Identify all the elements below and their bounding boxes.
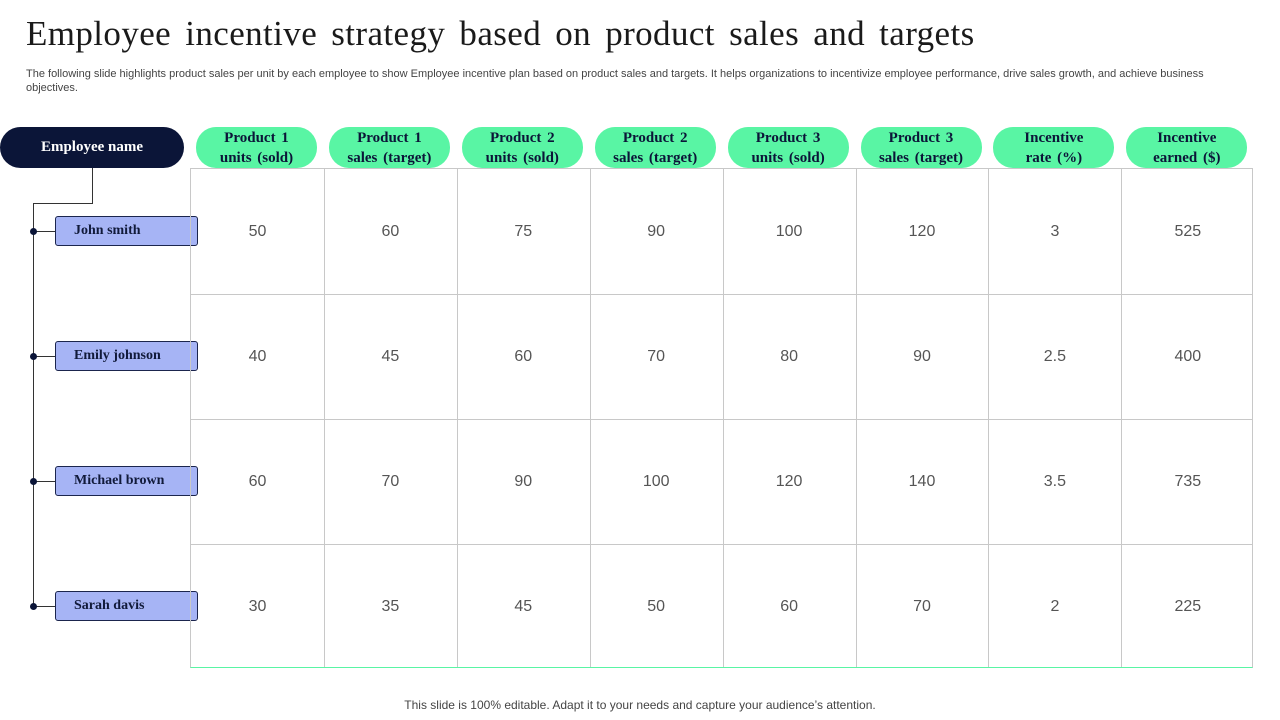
grid-column-divider xyxy=(589,169,591,667)
table-cell: 40 xyxy=(248,347,267,365)
grid-row-divider xyxy=(191,294,1252,295)
column-header-8: Incentive earned ($) xyxy=(1126,127,1248,168)
tree-connector-drop xyxy=(92,168,93,203)
tree-connector-spine xyxy=(33,203,34,606)
column-header-5: Product 3 units (sold) xyxy=(727,127,849,168)
grid-column-divider xyxy=(722,169,724,667)
employee-name-box: John smith xyxy=(55,216,198,246)
table-cell: 525 xyxy=(1174,222,1202,240)
tree-node-dot xyxy=(30,478,37,485)
employee-name-box: Sarah davis xyxy=(55,591,198,621)
table-cell: 2.5 xyxy=(1043,347,1067,365)
tree-branch xyxy=(33,231,55,232)
table-cell: 140 xyxy=(908,472,936,490)
table-cell: 80 xyxy=(780,347,798,365)
incentive-table-grid: 50 60 75 90 100 120 3 525 40 45 60 70 80 90 2.5 400 60 70… xyxy=(190,168,1253,668)
tree-node-dot xyxy=(30,603,37,610)
table-cell: 120 xyxy=(908,222,936,240)
grid-column-divider xyxy=(323,169,325,667)
tree-branch xyxy=(33,481,55,482)
employee-name-box: Michael brown xyxy=(55,466,198,496)
column-header-4: Product 2 sales (target) xyxy=(594,127,716,168)
slide-subtitle: The following slide highlights product s… xyxy=(26,68,1204,94)
column-header-3: Product 2 units (sold) xyxy=(461,127,583,168)
grid-row-divider xyxy=(191,419,1252,420)
table-cell: 3 xyxy=(1050,222,1060,240)
table-cell: 60 xyxy=(780,597,798,615)
table-cell: 735 xyxy=(1174,472,1202,490)
table-cell: 50 xyxy=(647,597,666,615)
grid-row-divider xyxy=(191,544,1252,545)
table-cell: 60 xyxy=(248,472,267,490)
table-cell: 30 xyxy=(248,597,267,615)
tree-branch xyxy=(33,606,55,607)
table-cell: 70 xyxy=(647,347,666,365)
table-cell: 400 xyxy=(1174,347,1202,365)
table-cell: 70 xyxy=(381,472,400,490)
grid-column-divider xyxy=(456,169,458,667)
table-cell: 3.5 xyxy=(1043,472,1067,490)
table-cell: 100 xyxy=(775,222,803,240)
table-cell: 70 xyxy=(913,597,931,615)
tree-node-dot xyxy=(30,228,37,235)
tree-connector-elbow xyxy=(33,203,93,204)
slide-title: Employee incentive strategy based on pro… xyxy=(26,14,975,53)
grid-column-divider xyxy=(988,169,990,667)
tree-node-dot xyxy=(30,353,37,360)
table-cell: 120 xyxy=(775,472,803,490)
grid-column-divider xyxy=(855,169,857,667)
grid-column-divider xyxy=(1121,169,1123,667)
table-cell: 60 xyxy=(381,222,400,240)
employee-name-box: Emily johnson xyxy=(55,341,198,371)
column-header-7: Incentive rate (%) xyxy=(993,127,1115,168)
table-cell: 45 xyxy=(381,347,400,365)
table-cell: 45 xyxy=(514,597,533,615)
slide-footer: This slide is 100% editable. Adapt it to… xyxy=(404,698,876,712)
table-cell: 35 xyxy=(381,597,400,615)
table-cell: 90 xyxy=(514,472,533,490)
table-cell: 2 xyxy=(1050,597,1060,615)
table-cell: 90 xyxy=(913,347,931,365)
table-cell: 100 xyxy=(642,472,670,490)
table-cell: 90 xyxy=(647,222,666,240)
table-cell: 75 xyxy=(514,222,533,240)
column-header-1: Product 1 units (sold) xyxy=(196,127,317,168)
employee-name-header: Employee name xyxy=(0,127,184,168)
table-cell: 60 xyxy=(514,347,533,365)
table-cell: 225 xyxy=(1174,597,1202,615)
table-cell: 50 xyxy=(248,222,267,240)
tree-branch xyxy=(33,356,55,357)
column-header-6: Product 3 sales (target) xyxy=(860,127,982,168)
column-header-2: Product 1 sales (target) xyxy=(328,127,450,168)
